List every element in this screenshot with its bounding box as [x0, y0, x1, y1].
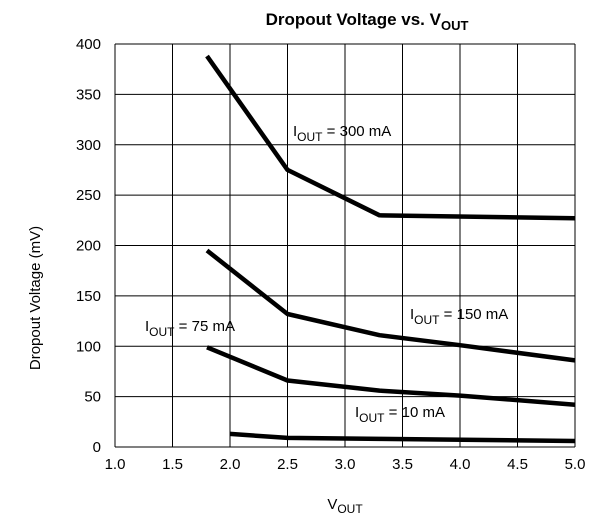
- x-tick-label: 1.0: [105, 456, 126, 473]
- x-tick-label: 4.5: [507, 456, 528, 473]
- y-tick-label: 300: [76, 137, 101, 154]
- x-tick-label: 3.5: [392, 456, 413, 473]
- x-tick-label: 2.5: [277, 456, 298, 473]
- series-label-10ma: IOUT = 10 mA: [355, 404, 445, 425]
- x-tick-label: 5.0: [565, 456, 586, 473]
- x-tick-label: 2.0: [220, 456, 241, 473]
- x-tick-labels: 1.0 1.5 2.0 2.5 3.0 3.5 4.0 4.5 5.0: [105, 456, 586, 473]
- y-tick-label: 50: [84, 389, 101, 406]
- grid: [114, 43, 576, 448]
- y-tick-label: 150: [76, 288, 101, 305]
- series-line-75ma: [206, 345, 576, 407]
- y-tick-label: 350: [76, 86, 101, 103]
- series-label-150ma: IOUT = 150 mA: [410, 306, 508, 327]
- y-tick-label: 400: [76, 36, 101, 53]
- series-lines: [205, 54, 576, 444]
- y-axis-label: Dropout Voltage (mV): [27, 226, 44, 370]
- y-tick-label: 200: [76, 238, 101, 255]
- chart-title: Dropout Voltage vs. VOUT: [266, 10, 469, 33]
- x-tick-label: 3.0: [335, 456, 356, 473]
- series-line-300ma: [205, 54, 576, 221]
- x-tick-label: 1.5: [162, 456, 183, 473]
- y-tick-label: 250: [76, 187, 101, 204]
- series-line-10ma: [229, 431, 576, 444]
- y-tick-labels: 0 50 100 150 200 250 300 350 400: [76, 36, 101, 456]
- y-tick-label: 0: [93, 439, 101, 456]
- x-tick-label: 4.0: [450, 456, 471, 473]
- series-label-300ma: IOUT = 300 mA: [293, 123, 391, 144]
- y-tick-label: 100: [76, 338, 101, 355]
- series-label-75ma: IOUT = 75 mA: [145, 318, 235, 339]
- x-axis-label: VOUT: [327, 496, 363, 516]
- series-line-150ma: [205, 248, 576, 363]
